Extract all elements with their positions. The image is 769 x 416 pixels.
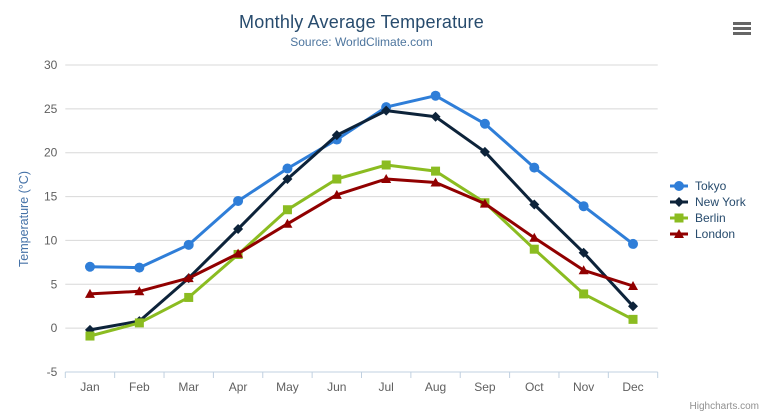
- data-point[interactable]: [233, 195, 244, 206]
- data-point[interactable]: [84, 261, 95, 272]
- series-line-new-york[interactable]: [88, 109, 635, 332]
- y-axis-tick-label: -5: [47, 365, 58, 379]
- legend-label: Tokyo: [695, 179, 727, 193]
- diamond-marker-icon: [670, 197, 688, 207]
- chart-subtitle: Source: WorldClimate.com: [290, 35, 433, 49]
- hamburger-icon: [733, 31, 751, 35]
- series-new-york: [84, 105, 639, 335]
- data-point[interactable]: [479, 146, 490, 157]
- y-axis-tick-label: 25: [44, 102, 58, 116]
- diamond-marker-icon[interactable]: [674, 197, 684, 207]
- y-axis-title: Temperature (°C): [17, 171, 31, 267]
- hamburger-icon: [733, 26, 751, 30]
- data-point[interactable]: [529, 232, 540, 242]
- legend: Tokyo New York Berlin London: [670, 178, 746, 242]
- data-point[interactable]: [184, 292, 194, 302]
- legend-label: London: [695, 227, 736, 241]
- data-point[interactable]: [628, 301, 639, 312]
- data-point[interactable]: [529, 244, 539, 254]
- triangle-marker-icon[interactable]: [674, 229, 684, 238]
- y-axis-tick-label: 0: [51, 321, 58, 335]
- y-axis-tick-label: 10: [44, 233, 58, 247]
- data-point[interactable]: [431, 166, 441, 176]
- square-marker-icon[interactable]: [674, 213, 684, 223]
- data-point[interactable]: [430, 111, 441, 122]
- data-point[interactable]: [529, 162, 540, 173]
- data-point[interactable]: [134, 262, 145, 273]
- data-point[interactable]: [628, 238, 639, 249]
- x-axis-tick-label: Dec: [622, 380, 643, 394]
- data-point[interactable]: [578, 265, 589, 275]
- legend-item-london[interactable]: London: [670, 226, 746, 242]
- data-point[interactable]: [233, 224, 244, 235]
- data-point[interactable]: [381, 160, 391, 170]
- legend-label: Berlin: [695, 211, 726, 225]
- data-point[interactable]: [282, 218, 293, 228]
- x-axis-tick-label: Sep: [474, 380, 496, 394]
- data-point[interactable]: [381, 174, 392, 184]
- x-axis-tick-label: May: [276, 380, 299, 394]
- data-point[interactable]: [282, 163, 293, 174]
- data-point[interactable]: [85, 331, 95, 341]
- x-axis-tick-label: Jan: [80, 380, 99, 394]
- data-point[interactable]: [479, 198, 490, 208]
- square-marker-icon: [670, 213, 688, 223]
- series-line-london[interactable]: [88, 177, 635, 296]
- data-point[interactable]: [331, 130, 342, 141]
- series-tokyo: [84, 90, 639, 273]
- x-axis-tick-label: Jun: [327, 380, 346, 394]
- data-point[interactable]: [479, 118, 490, 129]
- x-axis-tick-label: Oct: [525, 380, 544, 394]
- legend-item-tokyo[interactable]: Tokyo: [670, 178, 746, 194]
- data-point[interactable]: [628, 281, 639, 291]
- data-point[interactable]: [331, 189, 342, 199]
- data-point[interactable]: [183, 273, 194, 283]
- y-axis-tick-label: 30: [44, 58, 58, 72]
- data-point[interactable]: [430, 90, 441, 101]
- legend-item-berlin[interactable]: Berlin: [670, 210, 746, 226]
- series-london: [84, 174, 639, 298]
- credits-link[interactable]: Highcharts.com: [689, 401, 759, 412]
- legend-label: New York: [695, 195, 746, 209]
- x-axis-tick-label: Mar: [178, 380, 199, 394]
- data-point[interactable]: [430, 177, 441, 187]
- x-axis-tick-label: Nov: [573, 380, 594, 394]
- circle-marker-icon[interactable]: [674, 181, 684, 191]
- data-point[interactable]: [183, 239, 194, 250]
- y-axis-tick-label: 15: [44, 190, 58, 204]
- data-point[interactable]: [332, 174, 342, 184]
- data-point[interactable]: [529, 199, 540, 210]
- series-line-berlin[interactable]: [88, 163, 635, 338]
- data-point[interactable]: [628, 314, 638, 324]
- chart-title: Monthly Average Temperature: [239, 12, 484, 32]
- data-point[interactable]: [578, 201, 589, 212]
- data-point[interactable]: [233, 248, 244, 258]
- x-axis-tick-label: Apr: [229, 380, 248, 394]
- triangle-marker-icon: [670, 229, 688, 238]
- data-point[interactable]: [134, 286, 145, 296]
- circle-marker-icon: [670, 181, 688, 191]
- x-axis-tick-label: Feb: [129, 380, 150, 394]
- legend-item-new-york[interactable]: New York: [670, 194, 746, 210]
- data-point[interactable]: [282, 174, 293, 185]
- export-menu-button[interactable]: [731, 19, 753, 37]
- data-point[interactable]: [381, 105, 392, 116]
- x-axis-tick-label: Aug: [425, 380, 446, 394]
- y-axis-tick-label: 20: [44, 146, 58, 160]
- data-point[interactable]: [579, 289, 589, 299]
- data-point[interactable]: [134, 318, 144, 328]
- data-point[interactable]: [84, 288, 95, 298]
- data-point[interactable]: [282, 205, 292, 215]
- y-axis-tick-label: 5: [51, 277, 58, 291]
- data-point[interactable]: [578, 247, 589, 258]
- hamburger-icon: [733, 21, 751, 25]
- x-axis-tick-label: Jul: [379, 380, 394, 394]
